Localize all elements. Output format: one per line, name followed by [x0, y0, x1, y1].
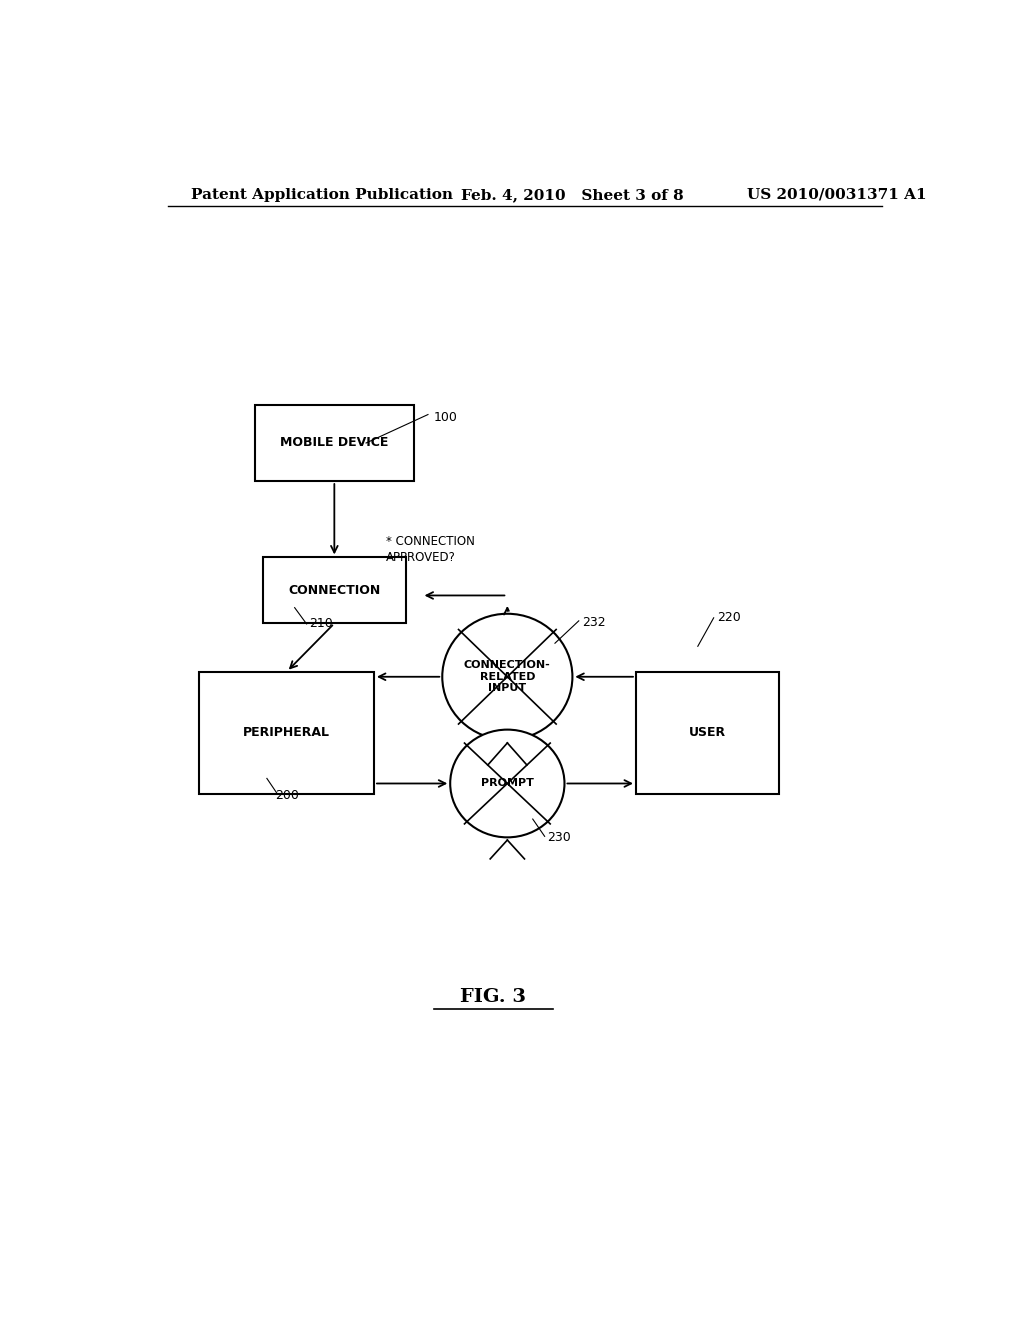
Text: Feb. 4, 2010   Sheet 3 of 8: Feb. 4, 2010 Sheet 3 of 8: [461, 187, 684, 202]
Text: 200: 200: [274, 789, 299, 803]
Text: PERIPHERAL: PERIPHERAL: [244, 726, 330, 739]
Bar: [636, 672, 779, 793]
Text: US 2010/0031371 A1: US 2010/0031371 A1: [748, 187, 927, 202]
Text: CONNECTION-
RELATED
INPUT: CONNECTION- RELATED INPUT: [464, 660, 551, 693]
Text: CONNECTION: CONNECTION: [288, 583, 381, 597]
Text: 100: 100: [433, 411, 458, 424]
Bar: [255, 405, 414, 480]
Text: 230: 230: [547, 830, 570, 843]
Bar: [200, 672, 374, 793]
Text: PROMPT: PROMPT: [481, 779, 534, 788]
Text: USER: USER: [689, 726, 726, 739]
Text: Patent Application Publication: Patent Application Publication: [191, 187, 454, 202]
Text: 220: 220: [717, 611, 740, 624]
Text: 210: 210: [309, 618, 333, 631]
Text: FIG. 3: FIG. 3: [460, 987, 526, 1006]
Text: * CONNECTION
APPROVED?: * CONNECTION APPROVED?: [386, 535, 475, 564]
Ellipse shape: [442, 614, 572, 739]
Bar: [263, 557, 406, 623]
Ellipse shape: [451, 730, 564, 837]
Text: MOBILE DEVICE: MOBILE DEVICE: [281, 437, 388, 450]
Text: 232: 232: [582, 616, 605, 630]
